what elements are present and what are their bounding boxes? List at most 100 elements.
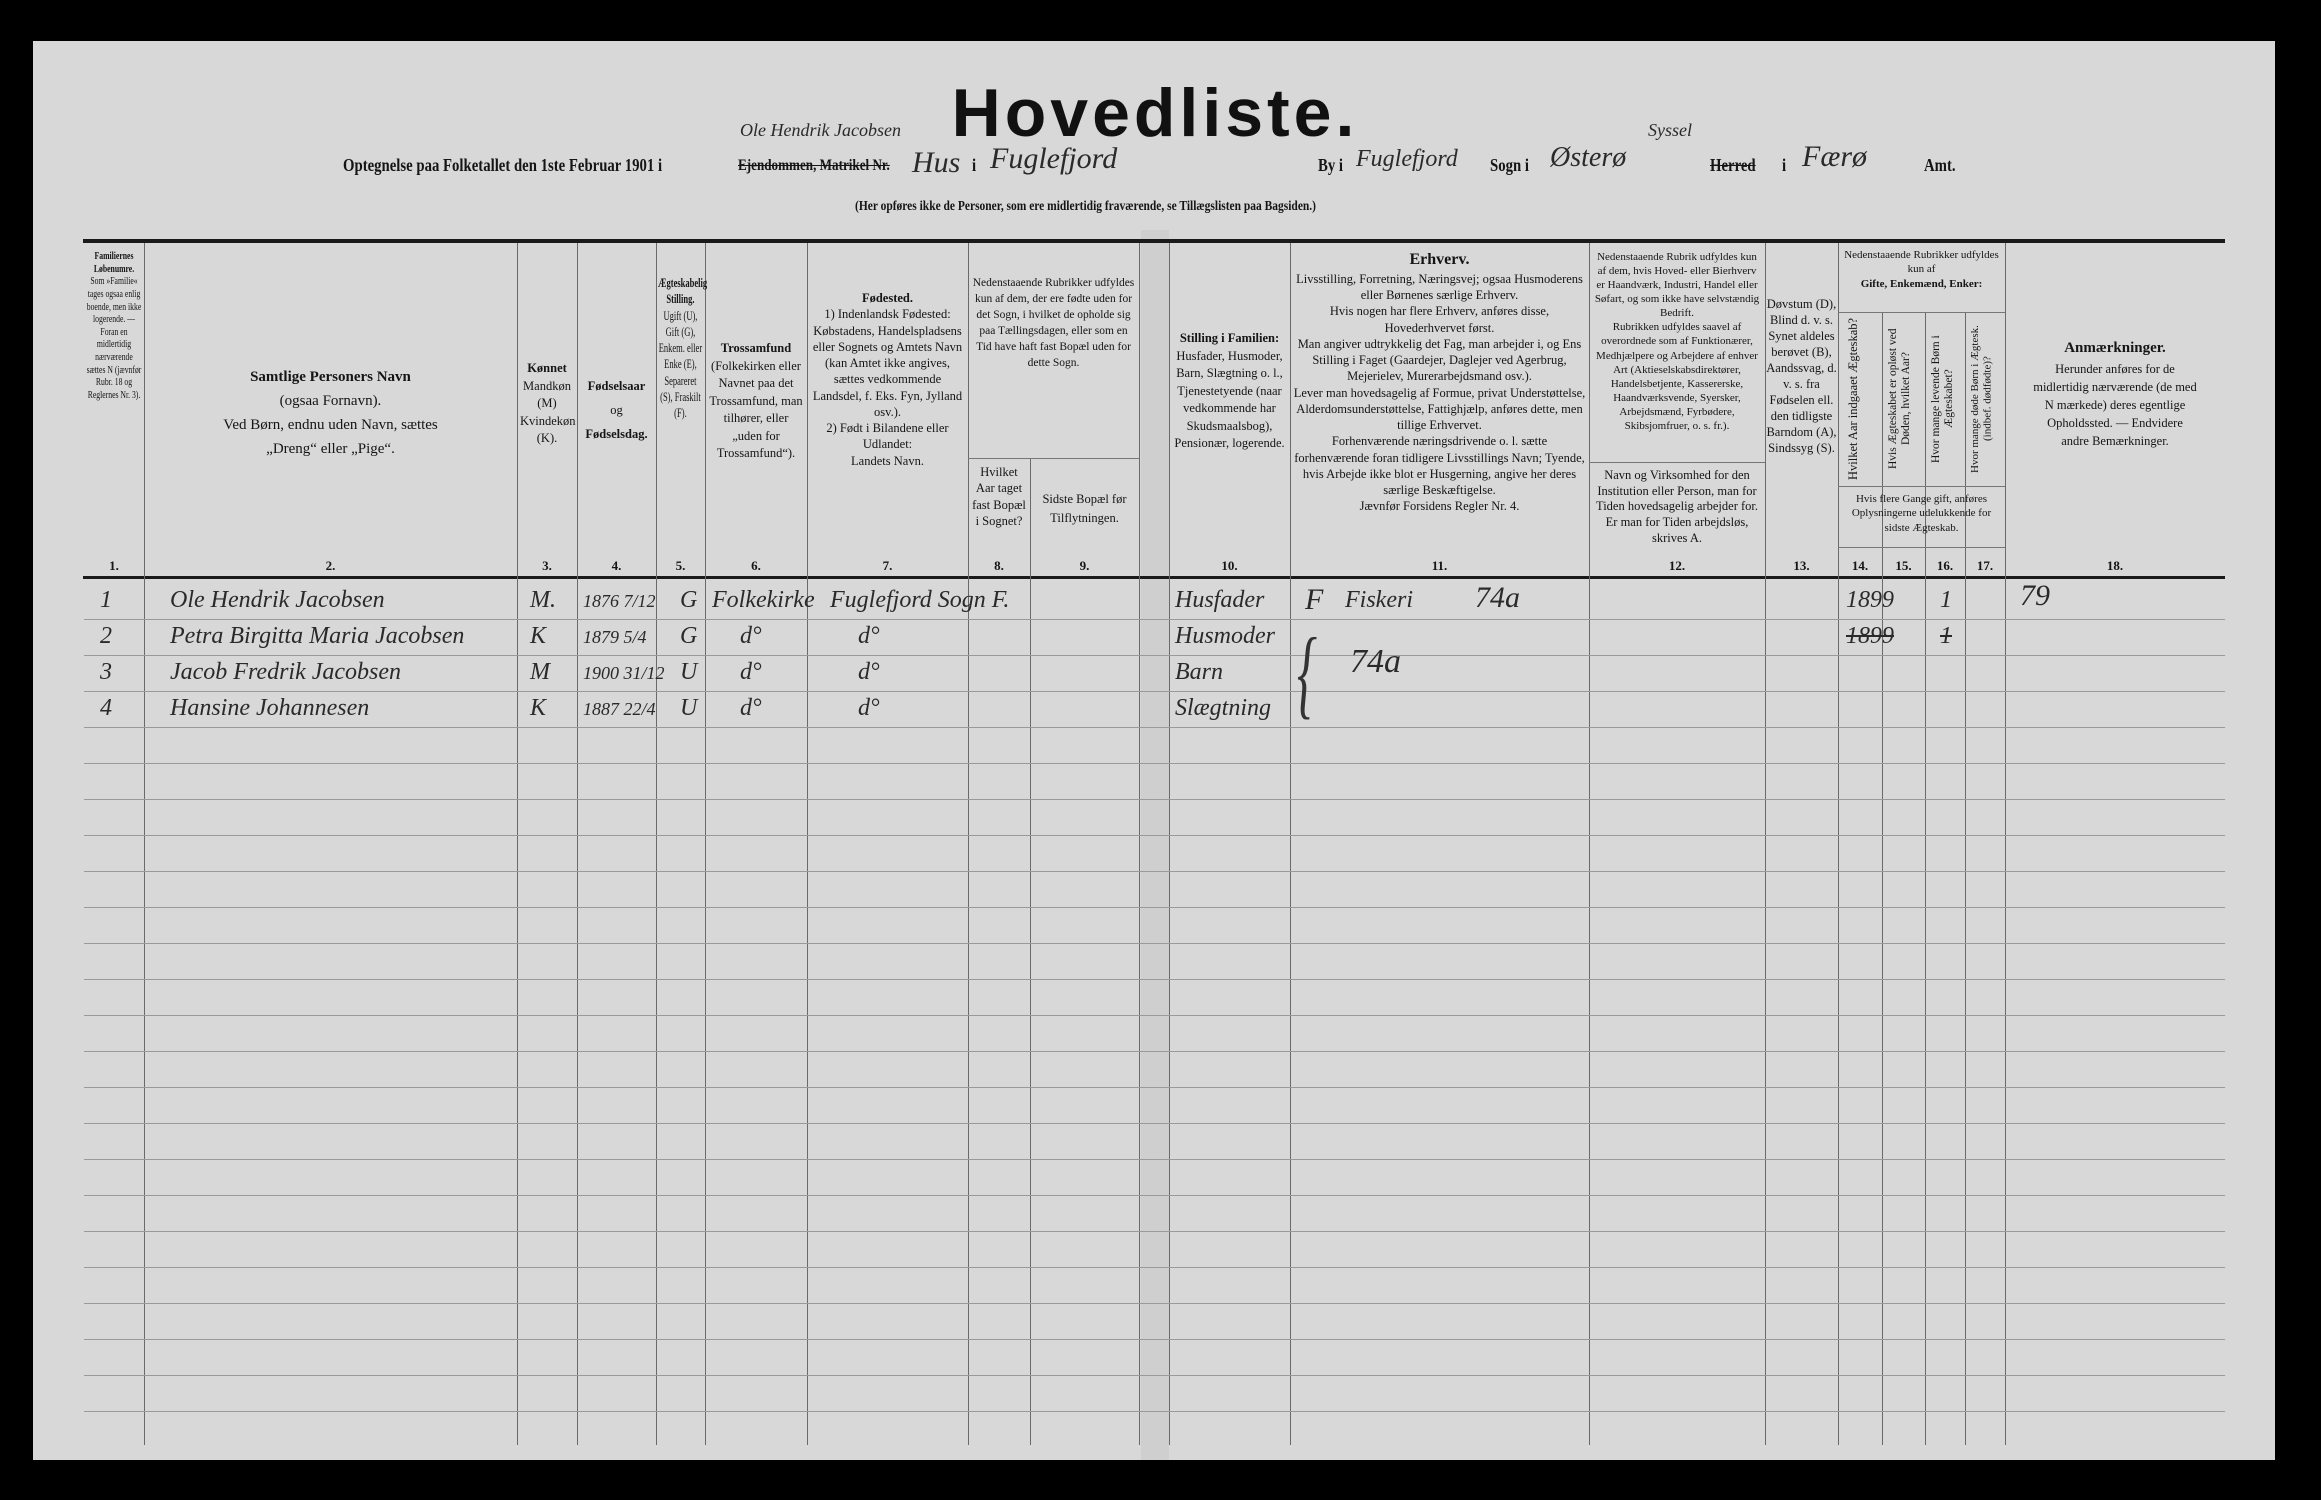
col17-header: Hvor mange døde Børn i Ægtesk. (indbef. … bbox=[1969, 325, 1994, 473]
col4-text: og bbox=[610, 402, 623, 417]
family-position: Husmoder bbox=[1175, 623, 1275, 649]
col2-header: Samtlige Personers Navn (ogsaa Fornavn). V… bbox=[144, 365, 517, 461]
column-divider bbox=[705, 243, 706, 1445]
family-number: 1 bbox=[100, 587, 112, 613]
brace-mark: { bbox=[1297, 617, 1317, 728]
col3-header: Kønnet Mandkøn (M) Kvindekøn (K). bbox=[517, 360, 577, 448]
col15-header: Hvis Ægteskabet er opløst ved Døden, hvi… bbox=[1887, 328, 1913, 470]
col11-header: Erhverv. Livsstilling, Forretning, Næring… bbox=[1290, 250, 1589, 515]
column-divider bbox=[517, 243, 518, 1445]
col12-header-top: Nedenstaaende Rubrik udfyldes kun af dem… bbox=[1589, 250, 1765, 433]
sex: K bbox=[530, 695, 547, 721]
col18-title: Anmærkninger. bbox=[2064, 340, 2166, 356]
row-line bbox=[84, 619, 2225, 620]
column-divider bbox=[807, 243, 808, 1445]
col5-title: Ægteskabelig Stilling. bbox=[658, 276, 708, 307]
col2-title: Samtlige Personers Navn bbox=[250, 369, 411, 385]
sex: K bbox=[530, 623, 547, 649]
column-divider bbox=[1882, 312, 1883, 1445]
birth-date: 1900 31/12 bbox=[583, 663, 665, 683]
header-subrule bbox=[1838, 312, 2005, 313]
occupation: Fiskeri bbox=[1345, 587, 1413, 613]
column-divider bbox=[1765, 243, 1766, 1445]
row-line bbox=[84, 1267, 2225, 1268]
column-divider bbox=[1838, 243, 1839, 1445]
birthplace: d° bbox=[858, 695, 880, 721]
syssel-handwritten: Syssel bbox=[1648, 120, 1692, 140]
column-divider bbox=[2005, 243, 2006, 1445]
person-name: Petra Birgitta Maria Jacobsen bbox=[170, 623, 465, 649]
c3-number: 3. bbox=[542, 558, 552, 573]
col2-text2: Ved Børn, endnu uden Navn, sættes „Dreng… bbox=[223, 417, 438, 457]
column-divider bbox=[1589, 243, 1590, 1445]
row-line bbox=[84, 1375, 2225, 1376]
sex: M. bbox=[530, 587, 556, 613]
row-line bbox=[84, 1231, 2225, 1232]
c5-number: 5. bbox=[675, 558, 686, 573]
row-line bbox=[84, 1051, 2225, 1052]
c17-number: 17. bbox=[1976, 558, 1994, 573]
col12-text: Nedenstaaende Rubrik udfyldes kun af dem… bbox=[1594, 251, 1760, 320]
property-handwritten: Hus bbox=[912, 146, 961, 179]
column-divider bbox=[144, 243, 145, 1445]
row-line bbox=[84, 943, 2225, 944]
marital-status: G bbox=[680, 587, 698, 613]
birthplace: d° bbox=[858, 659, 880, 685]
person-name: Hansine Johannesen bbox=[170, 695, 370, 721]
marital-status: U bbox=[680, 695, 698, 721]
row-line bbox=[84, 1087, 2225, 1088]
form-title: Hovedliste. bbox=[951, 75, 1359, 151]
col7-text2: Købstadens, Handelspladsens eller Sognet… bbox=[812, 323, 963, 419]
c15-number: 15. bbox=[1895, 558, 1912, 573]
occupation-code: F bbox=[1305, 583, 1324, 616]
faith: d° bbox=[740, 695, 762, 721]
c10-number: 10. bbox=[1221, 558, 1238, 573]
heading-prefix: Optegnelse paa Folketallet den 1ste Febr… bbox=[343, 155, 663, 175]
birthplace: Fuglefjord Sogn F. bbox=[830, 587, 1010, 613]
col14-header: Hvilket Aar indgaaet Ægteskab? bbox=[1846, 317, 1860, 481]
c12-number: 12. bbox=[1668, 558, 1686, 573]
col6-title: Trossamfund bbox=[720, 341, 792, 355]
col9-header: Sidste Bopæl før Tilflytningen. bbox=[1042, 492, 1127, 525]
sogn-label: Sogn i bbox=[1490, 155, 1529, 175]
c13-number: 13. bbox=[1793, 558, 1810, 573]
page-fold bbox=[1141, 230, 1169, 1460]
place-handwritten: Fuglefjord bbox=[990, 142, 1118, 175]
row-line bbox=[84, 1123, 2225, 1124]
column-divider bbox=[1030, 458, 1031, 1445]
row-line bbox=[84, 1303, 2225, 1304]
row-line bbox=[84, 979, 2225, 980]
owner-handwritten: Ole Hendrik Jacobsen bbox=[740, 120, 901, 140]
col10-header: Stilling i Familien: Husfader, Husmoder, … bbox=[1169, 330, 1290, 453]
row-line bbox=[84, 1195, 2225, 1196]
c16-number: 16. bbox=[1936, 558, 1954, 573]
col18-header: Anmærkninger. Herunder anføres for de mid… bbox=[2030, 338, 2200, 450]
living-children-struck: 1 bbox=[1940, 623, 1952, 649]
family-position: Barn bbox=[1175, 659, 1223, 685]
col11-text5: Forhenværende næringsdrivende o. l. sætt… bbox=[1294, 434, 1585, 498]
col1-header: Familiernes Løbenumre. Som »Familie« tage… bbox=[86, 250, 142, 402]
row-line bbox=[84, 1411, 2225, 1412]
sogn-handwritten: Østerø bbox=[1550, 142, 1627, 173]
column-divider bbox=[577, 243, 578, 1445]
column-divider bbox=[656, 243, 657, 1445]
col18-text: Herunder anføres for de midlertidig nærv… bbox=[2033, 361, 2197, 449]
col8-header: Hvilket Aar taget fast Bopæl i Sognet? bbox=[972, 465, 1026, 528]
family-number: 2 bbox=[100, 623, 112, 649]
col14-17-text: Nedenstaaende Rubrikker udfyldes kun af bbox=[1844, 249, 1999, 276]
c7-number: 7. bbox=[882, 558, 893, 573]
family-position: Husfader bbox=[1175, 587, 1265, 613]
heading-i2: i bbox=[1782, 155, 1787, 175]
col10-title: Stilling i Familien: bbox=[1179, 331, 1280, 345]
col7-title: Fødested. bbox=[861, 291, 914, 305]
marital-status: G bbox=[680, 623, 698, 649]
column-divider bbox=[1169, 243, 1170, 1445]
header-bottom-rule bbox=[83, 576, 2225, 579]
row-line bbox=[84, 1159, 2225, 1160]
birth-date: 1887 22/4 bbox=[583, 699, 656, 719]
col12-text2: Rubrikken udfyldes saavel af overordnede… bbox=[1596, 321, 1758, 432]
by-handwritten: Fuglefjord bbox=[1356, 146, 1458, 172]
person-name: Ole Hendrik Jacobsen bbox=[170, 587, 385, 613]
row-line bbox=[84, 1015, 2225, 1016]
marriage-year: 1899 bbox=[1846, 587, 1894, 613]
